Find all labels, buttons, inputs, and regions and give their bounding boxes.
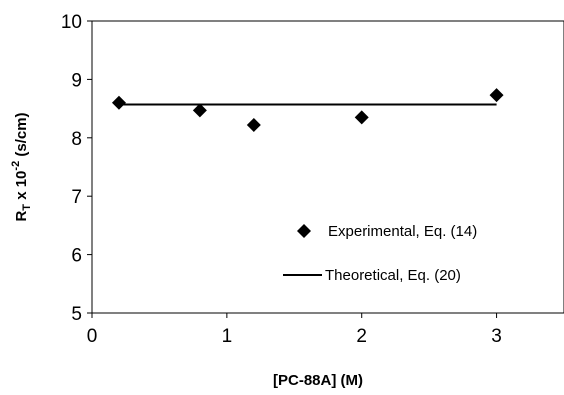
data-point bbox=[192, 103, 207, 118]
data-point bbox=[246, 117, 261, 132]
legend-label-theoretical: Theoretical, Eq. (20) bbox=[325, 267, 461, 284]
legend-diamond bbox=[297, 224, 311, 238]
x-tick-label: 0 bbox=[87, 326, 98, 347]
y-axis-title-unit: (s/cm) bbox=[13, 112, 30, 160]
x-tick-label: 2 bbox=[356, 326, 367, 347]
y-tick-label: 6 bbox=[71, 246, 82, 267]
y-tick-label: 7 bbox=[71, 187, 82, 208]
y-axis-title-subscript: T bbox=[21, 204, 33, 211]
legend-label-experimental: Experimental, Eq. (14) bbox=[328, 223, 477, 240]
y-axis-title-main: R bbox=[13, 211, 30, 222]
legend: Experimental, Eq. (14) Theoretical, Eq. … bbox=[283, 223, 477, 284]
data-point bbox=[489, 88, 504, 103]
data-point bbox=[354, 110, 369, 125]
y-axis-title-superscript: -2 bbox=[10, 161, 22, 171]
legend-marker-experimental bbox=[297, 224, 311, 238]
experimental-series bbox=[111, 88, 504, 132]
y-tick-label: 10 bbox=[61, 12, 82, 33]
x-tick-label: 3 bbox=[491, 326, 502, 347]
y-ticks: 5 6 7 8 9 10 bbox=[61, 12, 92, 325]
y-axis-title: RT x 10-2 (s/cm) bbox=[10, 112, 33, 221]
y-tick-label: 9 bbox=[71, 70, 82, 91]
data-point bbox=[111, 95, 126, 110]
y-axis-title-mid: x 10 bbox=[13, 171, 30, 204]
x-ticks: 0 1 2 3 bbox=[87, 313, 502, 347]
y-tick-label: 8 bbox=[71, 129, 82, 150]
x-axis-title: [PC-88A] (M) bbox=[273, 372, 363, 389]
x-tick-label: 1 bbox=[222, 326, 233, 347]
y-tick-label: 5 bbox=[71, 304, 82, 325]
